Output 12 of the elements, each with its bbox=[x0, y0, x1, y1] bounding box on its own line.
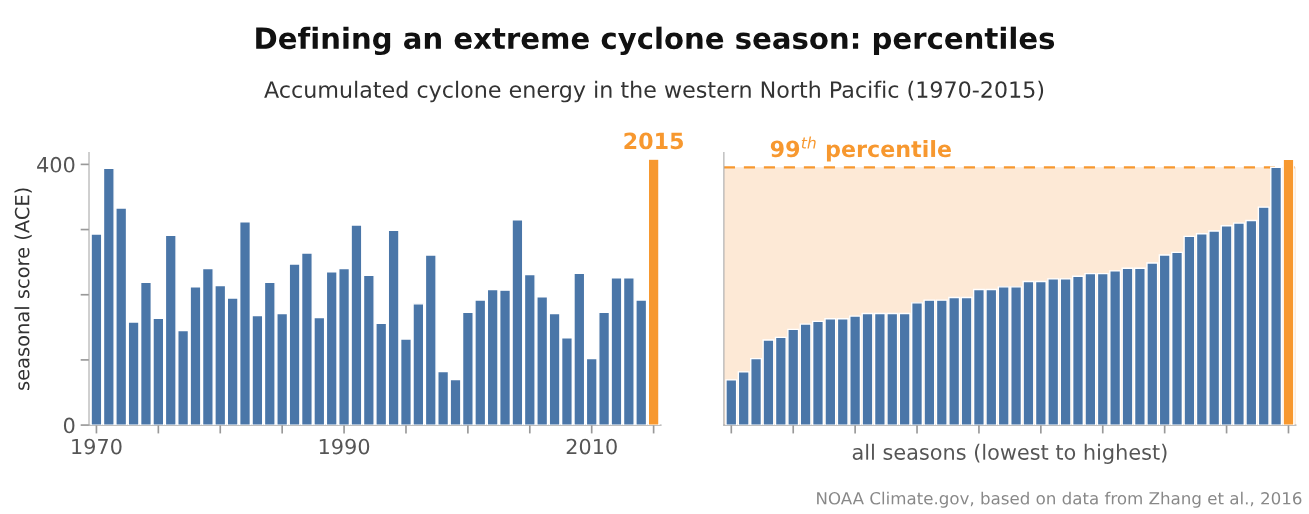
annotation: 2015 bbox=[624, 132, 683, 150]
chart-title: Defining an extreme cyclone season: percentiles bbox=[256, 26, 1055, 56]
chart-subtitle: Accumulated cyclone energy in the western North Pacific (1970-2015) bbox=[264, 80, 1044, 103]
y-axis-title: seasonal score (ACE) bbox=[14, 188, 32, 390]
y-tick-label: 400 bbox=[37, 156, 75, 173]
x-tick-label: 1990 bbox=[319, 438, 370, 455]
x-tick-label: 2010 bbox=[566, 438, 617, 455]
text: NOAA Climate.gov, based on data from Zhang et al., 2016 bbox=[817, 491, 1302, 508]
y-tick-label: 0 bbox=[63, 417, 75, 434]
ref-line-label: 99$^{th}$ percentile bbox=[770, 136, 951, 162]
x-tick-label: 1970 bbox=[72, 438, 122, 455]
x-axis-title: all seasons (lowest to highest) bbox=[852, 443, 1167, 464]
